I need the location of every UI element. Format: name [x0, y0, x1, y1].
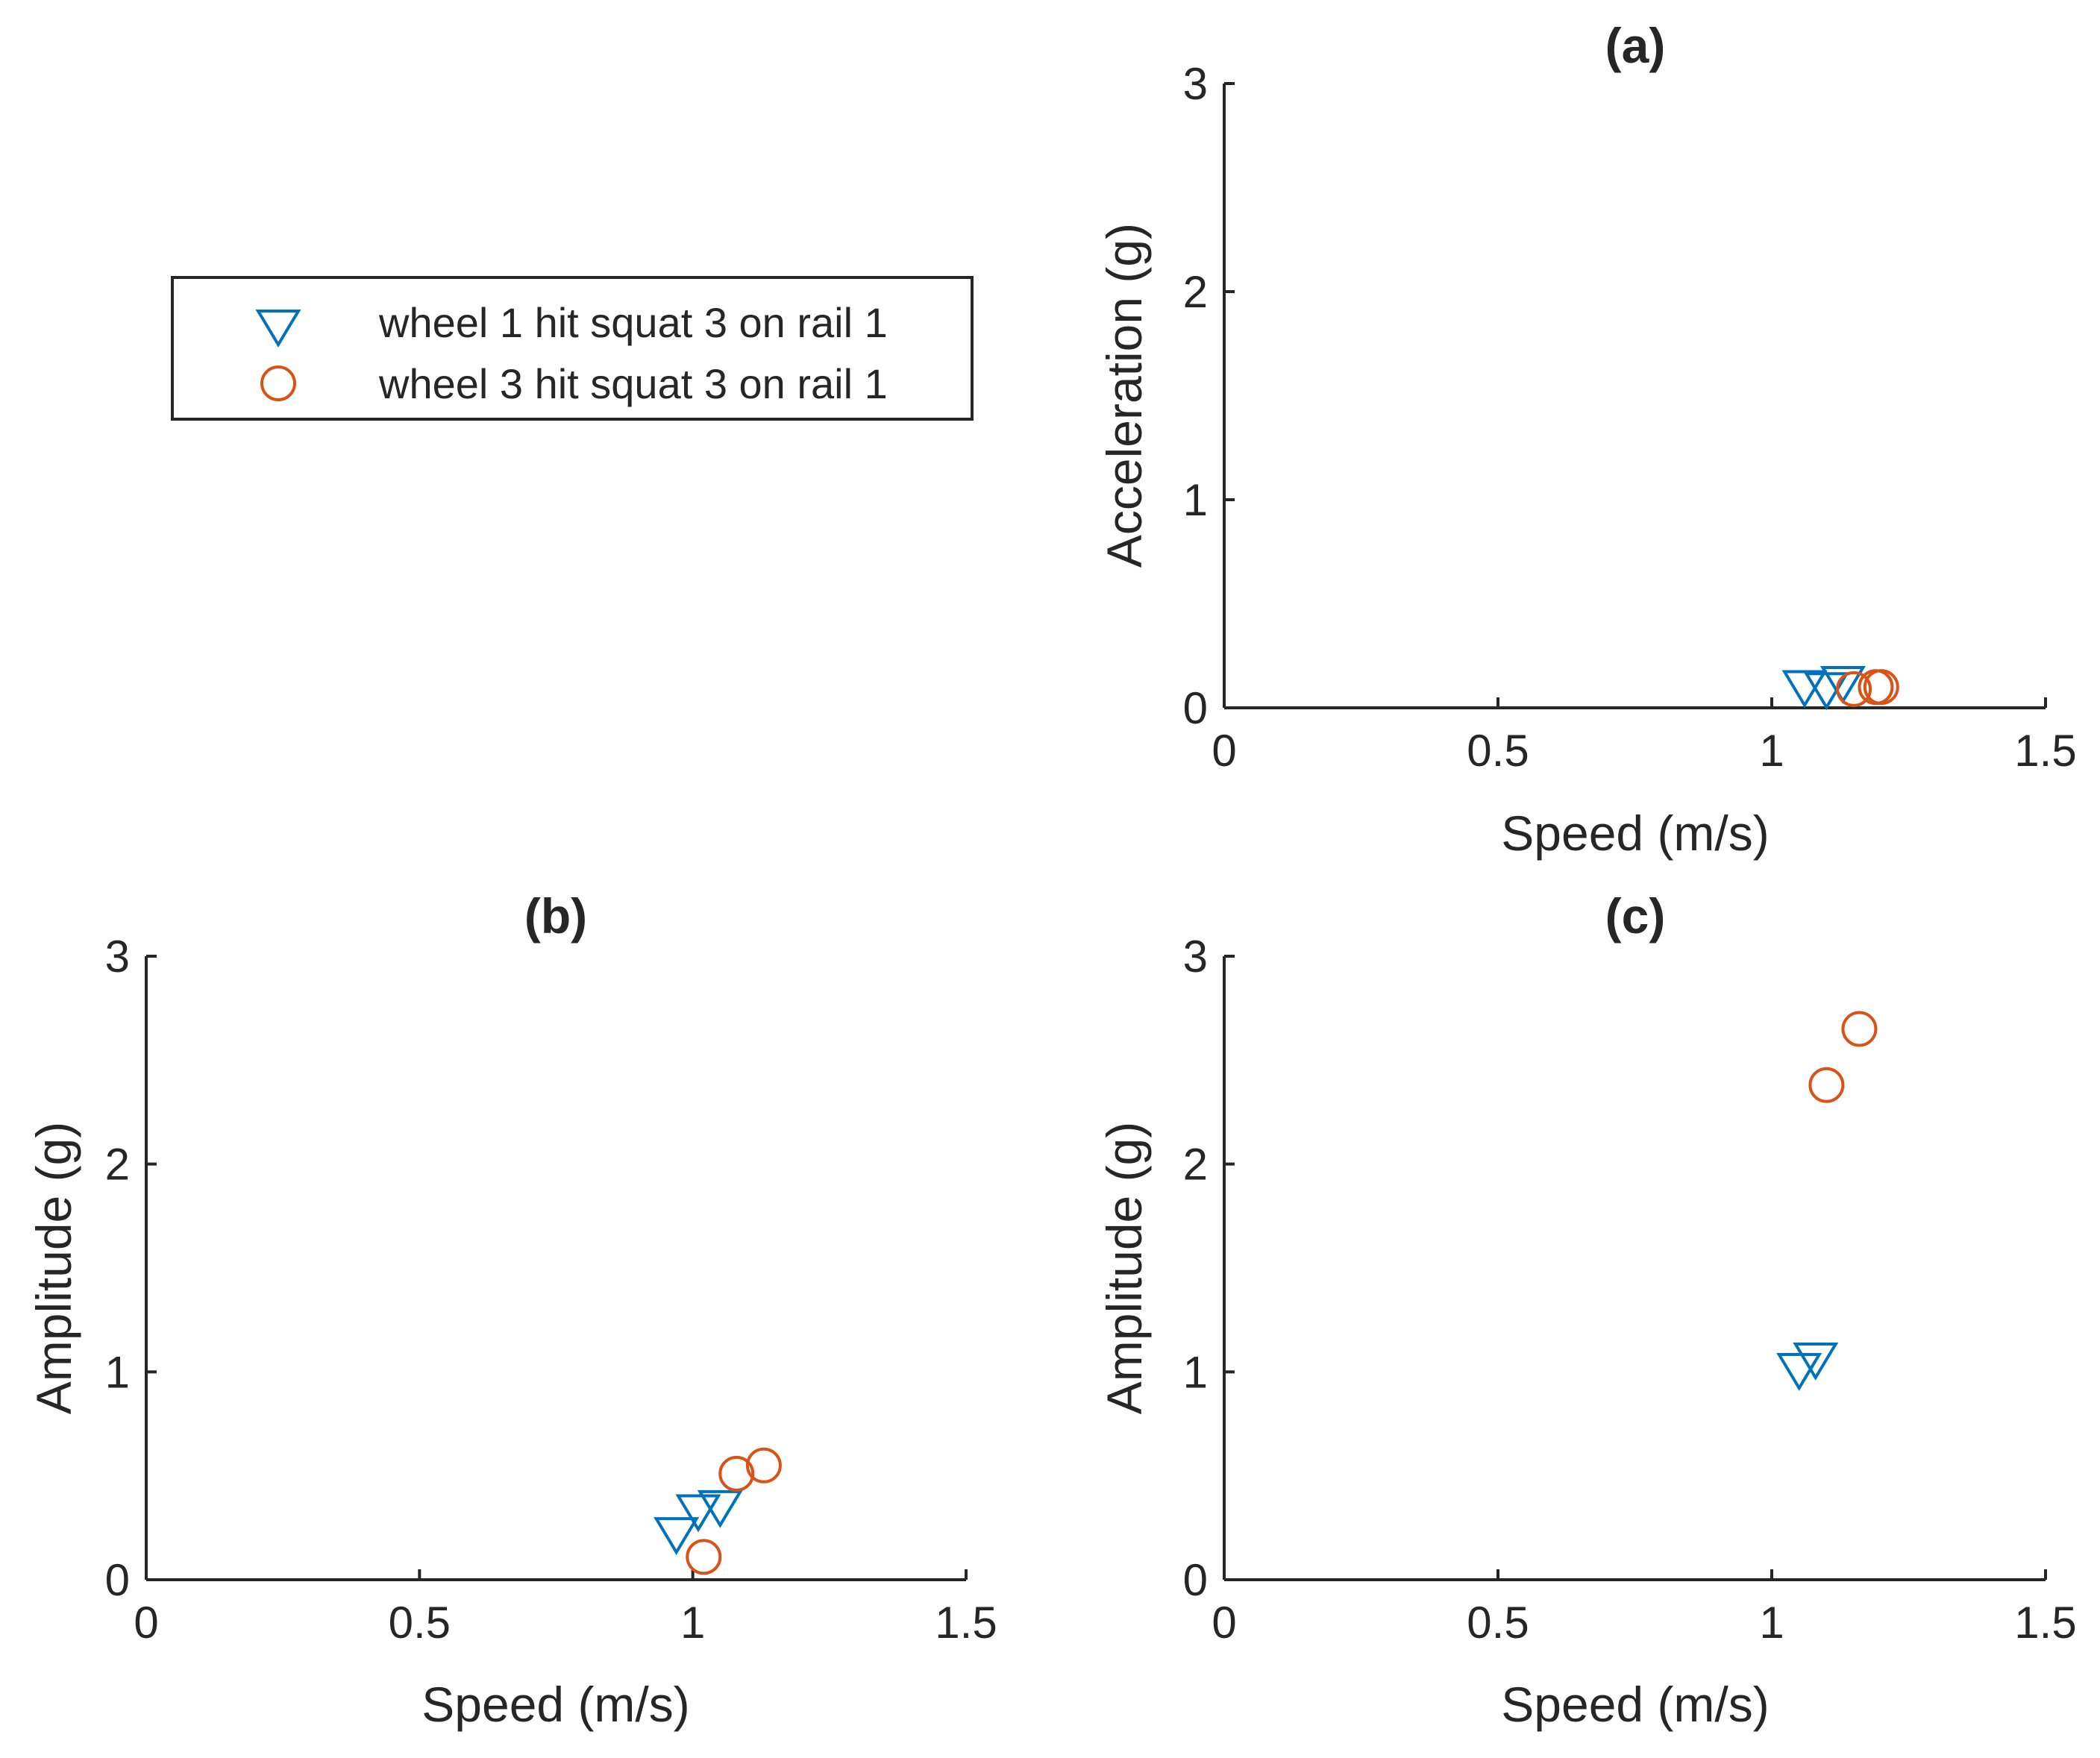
- y-tick-label: 3: [1183, 932, 1208, 982]
- y-tick-label: 1: [1183, 475, 1208, 525]
- legend-box: [171, 276, 974, 421]
- circle-marker-point: [718, 1455, 755, 1492]
- legend-triangle-icon: [255, 310, 301, 348]
- triangle-marker-point: [1793, 1343, 1839, 1381]
- y-tick-label: 0: [1183, 683, 1208, 733]
- panel-a: (a) Acceleration (g) Speed (m/s) 0 0.5 1 1.…: [1097, 18, 2077, 861]
- x-tick-label: 0.5: [1467, 726, 1529, 776]
- triangle-marker-point: [1820, 665, 1866, 704]
- x-tick-label: 0: [1212, 726, 1236, 776]
- y-axis-label: Acceleration (g): [1097, 223, 1152, 568]
- x-tick-label: 1: [680, 1598, 705, 1648]
- x-axis-label: Speed (m/s): [421, 1677, 689, 1732]
- x-axis-label: Speed (m/s): [1501, 1677, 1769, 1732]
- y-axis-label: Amplitude (g): [1097, 1122, 1152, 1415]
- legend-entry-label: wheel 3 hit squat 3 on rail 1: [378, 360, 888, 407]
- circle-marker-point: [1808, 1067, 1845, 1103]
- x-axis-label: Speed (m/s): [1501, 806, 1769, 861]
- y-tick-label: 3: [105, 932, 130, 982]
- x-tick-label: 0: [134, 1598, 158, 1648]
- y-tick-label: 0: [105, 1555, 130, 1605]
- triangle-marker-point: [1781, 670, 1828, 709]
- x-tick-label: 0: [1212, 1598, 1236, 1648]
- x-tick-label: 0.5: [389, 1598, 451, 1648]
- y-tick-label: 1: [1183, 1347, 1208, 1397]
- y-tick-label: 1: [105, 1347, 130, 1397]
- x-tick-label: 0.5: [1467, 1598, 1529, 1648]
- x-tick-label: 1: [1759, 1598, 1784, 1648]
- x-tick-label: 1.5: [2014, 726, 2076, 776]
- panel-title: (a): [1605, 18, 1666, 73]
- y-tick-label: 0: [1183, 1555, 1208, 1605]
- triangle-marker-point: [675, 1494, 721, 1533]
- x-tick-label: 1.5: [2014, 1598, 2076, 1648]
- y-tick-label: 3: [1183, 59, 1208, 109]
- y-axis-label: Amplitude (g): [26, 1122, 81, 1415]
- y-tick-label: 2: [105, 1140, 130, 1190]
- legend: wheel 1 hit squat 3 on rail 1 wheel 3 hit…: [171, 276, 974, 421]
- y-tick-label: 2: [1183, 1140, 1208, 1190]
- x-tick-label: 1: [1759, 726, 1784, 776]
- y-tick-label: 2: [1183, 267, 1208, 317]
- panel-title: (b): [524, 888, 587, 944]
- legend-entry-label: wheel 1 hit squat 3 on rail 1: [378, 299, 888, 346]
- circle-marker-point: [745, 1447, 782, 1484]
- circle-marker-point: [1863, 669, 1899, 706]
- legend-circle-icon: [260, 365, 296, 401]
- triangle-marker-point: [697, 1489, 743, 1528]
- circle-marker-point: [1841, 1011, 1878, 1047]
- circle-marker-point: [1836, 671, 1872, 707]
- triangle-marker-point: [653, 1517, 700, 1556]
- circle-marker-point: [686, 1539, 722, 1575]
- triangle-marker-point: [1776, 1352, 1822, 1391]
- x-tick-label: 1.5: [935, 1598, 997, 1648]
- panel-c: (c) Amplitude (g) Speed (m/s) 0 0.5 1 1.5 0 1…: [1097, 888, 2077, 1732]
- panel-b: (b) Amplitude (g) Speed (m/s) 0 0.5 1 1.5 0 1…: [26, 888, 997, 1732]
- panel-title: (c): [1605, 888, 1666, 944]
